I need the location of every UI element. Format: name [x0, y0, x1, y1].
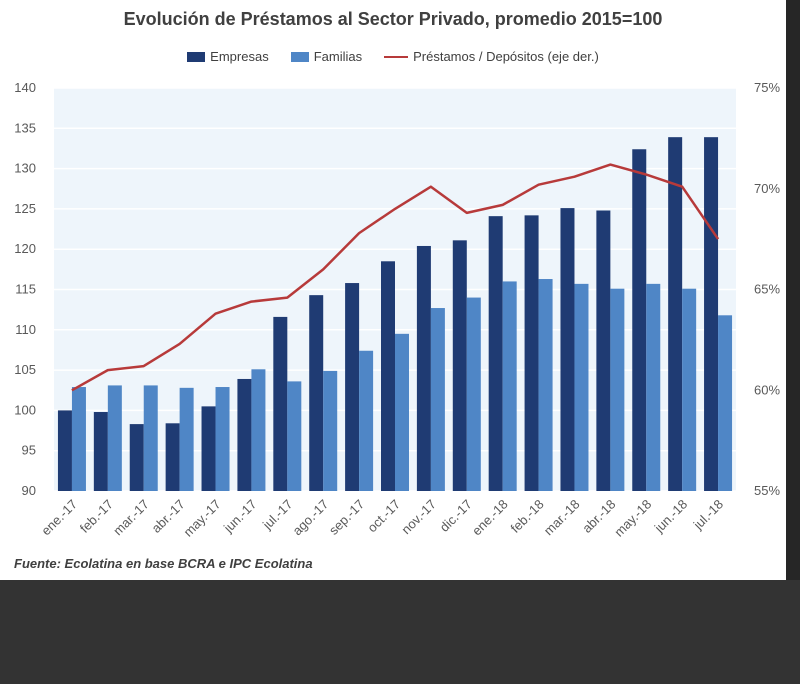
bar-familias [682, 288, 697, 491]
bar-familias [287, 381, 302, 491]
legend-swatch-familias [290, 51, 309, 62]
bar-empresas [560, 208, 575, 491]
bar-familias [502, 281, 517, 491]
y-left-tick-label: 135 [14, 120, 36, 135]
bar-familias [71, 387, 86, 491]
bar-empresas [345, 283, 360, 491]
x-tick-label: ene.-17 [38, 497, 80, 539]
bar-familias [574, 283, 589, 491]
y-right-tick-label: 55% [754, 483, 780, 498]
x-tick-label: nov.-17 [398, 497, 439, 538]
bar-familias [538, 279, 553, 491]
chart-card: Evolución de Préstamos al Sector Privado… [0, 0, 800, 580]
y-left-tick-label: 130 [14, 161, 36, 176]
bar-empresas [416, 245, 431, 491]
bar-familias [718, 315, 733, 491]
line-prestamos-depositos [71, 163, 720, 392]
x-tick-label: jul.-18 [690, 497, 726, 533]
legend-label-empresas: Empresas [210, 49, 269, 64]
x-tick-label: may.-18 [611, 497, 654, 540]
x-tick-label: mar.-17 [110, 497, 152, 539]
y-left-tick-label: 110 [15, 322, 36, 337]
bar-familias [323, 370, 338, 491]
x-tick-label: feb.-17 [77, 497, 116, 536]
x-tick-label: ene.-18 [469, 497, 511, 539]
chart-svg: 90 95 100 105 110 115 120 125 130 135 140 55% 60% 65%… [14, 80, 780, 540]
bar-empresas [165, 423, 180, 491]
x-tick-label: may.-17 [181, 497, 224, 540]
y-left-tick-label: 115 [15, 282, 36, 297]
bar-familias [143, 385, 158, 491]
bar-familias [107, 385, 122, 491]
bar-empresas [57, 410, 72, 491]
y-left-tick-label: 125 [14, 201, 36, 216]
y-left-tick-label: 95 [22, 443, 36, 458]
bar-empresas [668, 137, 683, 491]
y-right-tick-label: 65% [754, 282, 780, 297]
bar-empresas [488, 216, 503, 492]
bar-familias [359, 350, 374, 491]
x-tick-label: jun.-18 [651, 497, 690, 536]
legend-item-prestamos-depositos: Préstamos / Depósitos (eje der.) [384, 49, 599, 64]
x-tick-label: oct.-17 [364, 497, 403, 536]
legend: Empresas Familias Préstamos / Depósitos … [0, 49, 786, 64]
chart-title: Evolución de Préstamos al Sector Privado… [123, 9, 663, 29]
bar-familias [251, 369, 266, 491]
x-tick-label: ago.-17 [290, 497, 332, 539]
legend-label-prestamos-depositos: Préstamos / Depósitos (eje der.) [413, 49, 599, 64]
bar-familias [430, 308, 445, 491]
legend-label-familias: Familias [313, 49, 363, 64]
legend-item-familias: Familias [290, 49, 363, 64]
y-right-tick-label: 70% [754, 181, 780, 196]
bar-empresas [704, 137, 719, 491]
bar-empresas [273, 316, 288, 491]
bar-empresas [201, 406, 216, 491]
bar-empresas [524, 215, 539, 491]
bar-empresas [309, 295, 324, 491]
bar-empresas [237, 378, 252, 491]
bar-empresas [632, 149, 647, 492]
x-tick-label: sep.-17 [326, 497, 367, 538]
bar-familias [610, 288, 625, 491]
y-left-tick-label: 105 [14, 362, 36, 377]
bar-familias [215, 387, 230, 491]
bar-empresas [452, 240, 467, 491]
bar-empresas [596, 210, 611, 491]
bar-empresas [93, 412, 108, 491]
y-left-tick-label: 140 [14, 80, 36, 95]
y-right-tick-label: 60% [754, 382, 780, 397]
bar-familias [646, 283, 661, 491]
legend-swatch-prestamos-depositos [384, 55, 409, 58]
legend-swatch-empresas [187, 51, 206, 62]
bar-empresas [381, 261, 395, 491]
y-right-tick-label: 75% [754, 80, 780, 95]
y-left-tick-label: 120 [14, 241, 36, 256]
bar-familias [395, 333, 409, 491]
x-tick-label: mar.-18 [541, 497, 583, 539]
y-left-tick-label: 90 [22, 483, 36, 498]
source-note: Fuente: Ecolatina en base BCRA e IPC Eco… [14, 556, 313, 571]
y-left-tick-label: 100 [14, 402, 36, 417]
bar-empresas [129, 424, 144, 491]
x-tick-label: feb.-18 [507, 497, 546, 536]
bar-familias [179, 387, 194, 491]
bar-familias [466, 297, 481, 491]
x-tick-label: jun.-17 [220, 497, 259, 536]
legend-item-empresas: Empresas [187, 49, 269, 64]
